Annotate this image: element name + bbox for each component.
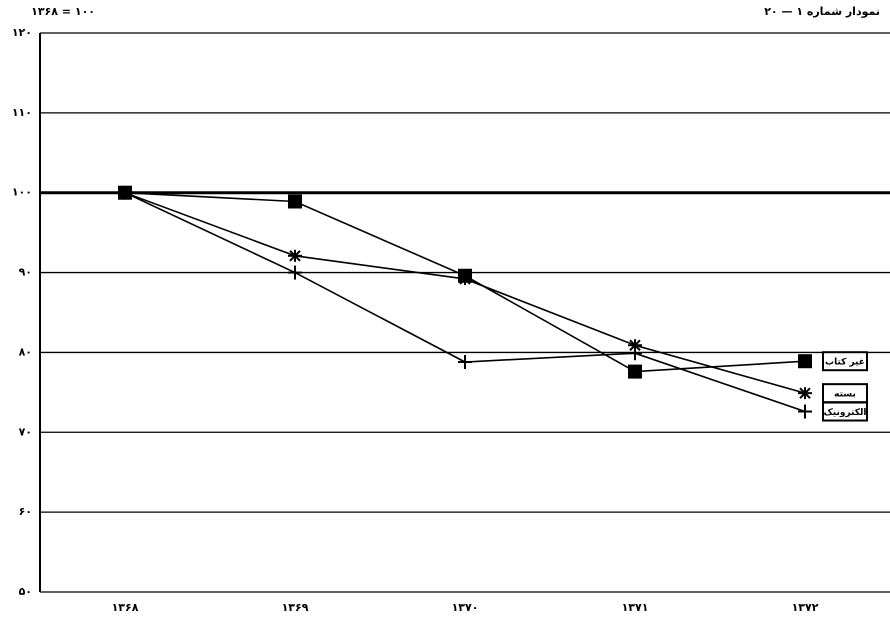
y-tick-label: ۱۲۰ xyxy=(12,26,32,39)
y-tick-label: ۵۰ xyxy=(19,585,32,598)
legend-box xyxy=(822,351,868,372)
data-point xyxy=(118,185,132,200)
marker-square xyxy=(798,354,812,369)
marker-square xyxy=(288,194,302,209)
y-tick-label: ۱۱۰ xyxy=(12,106,32,119)
chart-subtitle: ۱۳۶۸ = ۱۰۰ xyxy=(31,5,95,18)
legend-label: الکترونیک xyxy=(824,408,867,418)
data-point xyxy=(458,355,472,370)
data-point xyxy=(458,272,472,285)
data-point xyxy=(798,387,812,400)
chart-title: نمودار شماره ۱ — ۲۰ xyxy=(764,5,880,18)
data-point xyxy=(628,364,642,379)
y-tick-label: ۷۰ xyxy=(19,425,32,438)
x-tick-label: ۱۳۶۹ xyxy=(282,601,309,614)
data-point xyxy=(288,249,302,262)
y-tick-label: ۹۰ xyxy=(19,266,32,279)
marker-square xyxy=(628,364,642,379)
data-point xyxy=(798,354,812,369)
legend-box xyxy=(822,401,868,422)
data-point xyxy=(798,404,812,419)
x-tick-label: ۱۳۷۰ xyxy=(452,601,479,614)
y-tick-label: ۸۰ xyxy=(19,345,32,358)
legend-label: بسته xyxy=(834,390,856,400)
data-point xyxy=(628,346,642,361)
y-tick-label: ۶۰ xyxy=(19,505,32,518)
y-tick-label: ۱۰۰ xyxy=(12,186,32,199)
x-tick-label: ۱۳۶۸ xyxy=(112,601,139,614)
data-point xyxy=(288,265,302,280)
x-tick-label: ۱۳۷۱ xyxy=(622,601,649,614)
data-point xyxy=(288,194,302,209)
series-line xyxy=(124,191,806,413)
x-tick-label: ۱۳۷۲ xyxy=(792,601,819,614)
legend-label: غیر کتاب xyxy=(825,358,865,368)
